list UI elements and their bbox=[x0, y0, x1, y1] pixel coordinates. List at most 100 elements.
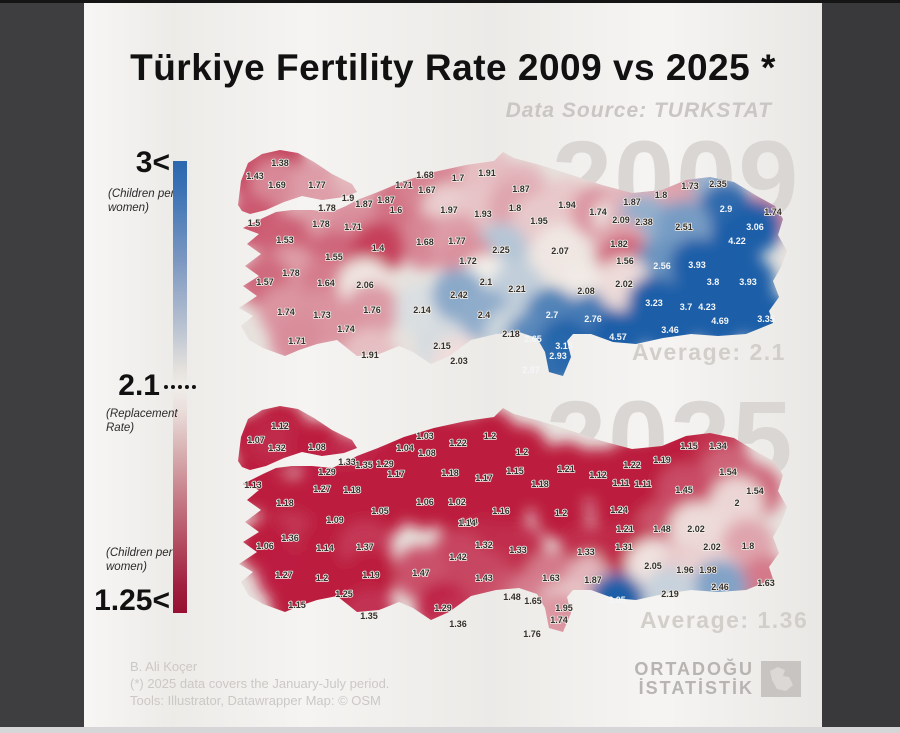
province-value: 1.87 bbox=[377, 195, 395, 205]
province-value: 2.05 bbox=[644, 561, 662, 571]
province-value: 1.94 bbox=[558, 200, 576, 210]
province-value: 1.21 bbox=[557, 464, 575, 474]
province-value: 1.43 bbox=[475, 573, 493, 583]
province-value: 1.78 bbox=[312, 219, 330, 229]
province-value: 1.68 bbox=[416, 170, 434, 180]
province-value: 2.7 bbox=[546, 310, 559, 320]
province-value: 1.87 bbox=[623, 197, 641, 207]
page-title: Türkiye Fertility Rate 2009 vs 2025 * bbox=[130, 47, 776, 88]
province-value: 1.07 bbox=[247, 435, 265, 445]
province-value: 4.23 bbox=[698, 302, 716, 312]
province-value: 1.06 bbox=[416, 497, 434, 507]
province-value: 1.74 bbox=[764, 207, 782, 217]
province-value: 1.87 bbox=[512, 184, 530, 194]
choropleth-map-2009: 1.381.431.69 1.771.91.78 1.87 1.871.711.61.… bbox=[238, 150, 787, 376]
province-value: 1.71 bbox=[395, 180, 413, 190]
province-value: 1.8 bbox=[655, 190, 668, 200]
province-value: 2.87 bbox=[522, 365, 540, 375]
province-value: 1.18 bbox=[441, 468, 459, 478]
province-value: 1.32 bbox=[268, 443, 286, 453]
province-value: 2.07 bbox=[551, 246, 569, 256]
province-value: 1.35 bbox=[360, 611, 378, 621]
publisher-logo-icon bbox=[761, 661, 801, 697]
province-value: 1.68 bbox=[416, 237, 434, 247]
province-value: 1.34 bbox=[709, 441, 727, 451]
province-value: 1.36 bbox=[449, 619, 467, 629]
province-value: 1.72 bbox=[459, 256, 477, 266]
province-value: 1.7 bbox=[452, 173, 465, 183]
province-value: 1.38 bbox=[271, 158, 289, 168]
province-value: 3.93 bbox=[688, 260, 706, 270]
province-value: 1.45 bbox=[675, 485, 693, 495]
province-value: 1.6 bbox=[390, 205, 403, 215]
province-value: 4.57 bbox=[609, 332, 627, 342]
middle-east-map-icon bbox=[770, 667, 793, 691]
credits-block: B. Ali Koçer (*) 2025 data covers the Ja… bbox=[130, 658, 389, 709]
average-label-2009: Average: 2.1 bbox=[632, 339, 786, 365]
province-value: 2.02 bbox=[703, 542, 721, 552]
province-value: 2.46 bbox=[711, 582, 729, 592]
province-value: 1.12 bbox=[589, 470, 607, 480]
province-value: 1.71 bbox=[288, 336, 306, 346]
province-value: 4.22 bbox=[728, 236, 746, 246]
province-value: 1.15 bbox=[288, 600, 306, 610]
province-value: 1.04 bbox=[396, 443, 414, 453]
logo-line-2: İSTATİSTİK bbox=[638, 678, 754, 698]
province-value: 1.15 bbox=[680, 441, 698, 451]
province-value: 1.76 bbox=[363, 305, 381, 315]
province-value: 1.15 bbox=[506, 466, 524, 476]
province-value: 1.33 bbox=[577, 547, 595, 557]
province-value: 1.24 bbox=[610, 505, 628, 515]
province-value: 3.8 bbox=[707, 277, 720, 287]
province-value: 1.21 bbox=[616, 524, 634, 534]
credit-footnote: (*) 2025 data covers the January-July pe… bbox=[130, 676, 390, 691]
province-value: 1.33 bbox=[509, 545, 527, 555]
province-value: 2.56 bbox=[653, 261, 671, 271]
province-value: 1.98 bbox=[699, 565, 717, 575]
province-value: 1.32 bbox=[475, 540, 493, 550]
province-value: 1.65 bbox=[524, 596, 542, 606]
province-value: 2.65 bbox=[524, 334, 542, 344]
province-value: 1.08 bbox=[308, 442, 326, 452]
province-value: 1.25 bbox=[335, 589, 353, 599]
publisher-logo-text: ORTADOĞU İSTATİSTİK bbox=[604, 660, 754, 698]
right-border bbox=[822, 3, 900, 727]
province-value: 1.02 bbox=[448, 497, 466, 507]
province-value: 1.2 bbox=[316, 573, 329, 583]
province-value: 1.97 bbox=[440, 205, 458, 215]
province-value: 1.82 bbox=[610, 239, 628, 249]
province-value: 2.51 bbox=[675, 222, 693, 232]
legend-max-value: 3< bbox=[135, 146, 170, 179]
legend-top-caption: (Children per women) bbox=[108, 188, 175, 214]
province-value: 2.76 bbox=[584, 314, 602, 324]
province-value: 1.8 bbox=[742, 541, 755, 551]
province-value: 3.23 bbox=[645, 298, 663, 308]
province-values-2009: 1.381.431.69 1.771.91.78 1.87 1.871.711.61.… bbox=[245, 157, 782, 375]
province-value: 1.95 bbox=[555, 603, 573, 613]
province-value: 1.18 bbox=[343, 485, 361, 495]
province-value: 1.22 bbox=[449, 438, 467, 448]
province-value: 1.48 bbox=[653, 524, 671, 534]
left-border bbox=[0, 3, 84, 727]
province-value: 1.93 bbox=[474, 209, 492, 219]
province-value: 2.08 bbox=[577, 286, 595, 296]
province-value: 2 bbox=[734, 498, 739, 508]
infographic-paper: Türkiye Fertility Rate 2009 vs 2025 * Da… bbox=[84, 3, 822, 727]
province-value: 2.9 bbox=[720, 204, 733, 214]
province-value: 1.73 bbox=[313, 310, 331, 320]
province-value: 3.35 bbox=[757, 314, 775, 324]
province-value: 1.63 bbox=[542, 573, 560, 583]
province-value: 1.35 bbox=[355, 460, 373, 470]
province-value: 1.06 bbox=[256, 541, 274, 551]
map-land-2025 bbox=[238, 406, 787, 632]
average-label-2025: Average: 1.36 bbox=[640, 607, 809, 633]
province-value: 1.63 bbox=[757, 578, 775, 588]
province-value: 1.2 bbox=[555, 508, 568, 518]
province-value: 3.46 bbox=[661, 325, 679, 335]
province-value: 2.19 bbox=[661, 589, 679, 599]
province-value: 1.73 bbox=[681, 181, 699, 191]
province-value: 1.03 bbox=[416, 431, 434, 441]
province-value: 1.78 bbox=[318, 203, 336, 213]
province-value: 1.74 bbox=[550, 615, 568, 625]
province-value: 1.29 bbox=[434, 603, 452, 613]
